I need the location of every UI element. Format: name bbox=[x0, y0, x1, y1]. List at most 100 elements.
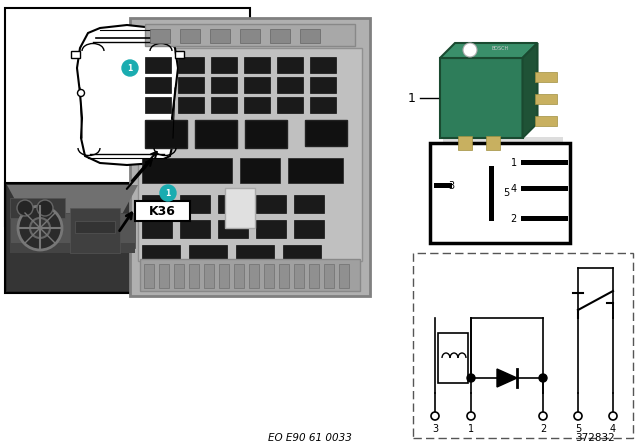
Bar bbox=[244, 77, 270, 93]
Bar bbox=[430, 143, 570, 243]
Text: 5: 5 bbox=[503, 188, 509, 198]
Bar bbox=[10, 243, 135, 253]
Bar bbox=[175, 51, 184, 58]
Bar bbox=[178, 97, 204, 113]
Bar bbox=[178, 57, 204, 73]
Bar bbox=[264, 264, 274, 288]
Text: 3: 3 bbox=[432, 424, 438, 434]
Bar bbox=[234, 264, 244, 288]
Polygon shape bbox=[440, 43, 538, 58]
Bar bbox=[159, 264, 169, 288]
Bar bbox=[130, 18, 370, 296]
Bar bbox=[521, 160, 568, 165]
Bar bbox=[434, 183, 452, 188]
Bar bbox=[189, 245, 227, 263]
Circle shape bbox=[431, 412, 439, 420]
Bar bbox=[244, 97, 270, 113]
Bar bbox=[438, 333, 468, 383]
Bar bbox=[294, 195, 324, 213]
Bar bbox=[145, 120, 187, 148]
Polygon shape bbox=[522, 43, 538, 138]
Bar bbox=[283, 245, 321, 263]
Circle shape bbox=[30, 218, 50, 238]
Bar bbox=[180, 29, 200, 43]
Bar bbox=[294, 220, 324, 238]
Circle shape bbox=[122, 60, 138, 76]
Bar bbox=[486, 136, 500, 150]
Circle shape bbox=[77, 90, 84, 96]
Bar bbox=[5, 183, 140, 293]
Circle shape bbox=[467, 412, 475, 420]
Bar bbox=[211, 77, 237, 93]
Bar bbox=[195, 120, 237, 148]
Bar bbox=[140, 259, 360, 291]
Text: 4: 4 bbox=[511, 184, 517, 194]
Bar bbox=[150, 29, 170, 43]
Bar bbox=[440, 58, 522, 138]
Bar bbox=[270, 29, 290, 43]
Bar bbox=[279, 264, 289, 288]
Bar bbox=[443, 137, 563, 143]
Circle shape bbox=[574, 412, 582, 420]
Text: 1: 1 bbox=[468, 424, 474, 434]
Bar bbox=[138, 48, 362, 261]
Circle shape bbox=[18, 206, 62, 250]
Circle shape bbox=[17, 200, 33, 216]
Bar bbox=[7, 185, 138, 291]
Text: 372832: 372832 bbox=[575, 433, 615, 443]
Bar bbox=[225, 188, 255, 228]
Bar bbox=[240, 158, 280, 183]
Text: EO E90 61 0033: EO E90 61 0033 bbox=[268, 433, 352, 443]
Circle shape bbox=[539, 412, 547, 420]
Bar bbox=[145, 24, 355, 46]
Bar bbox=[489, 166, 494, 221]
Bar bbox=[458, 136, 472, 150]
Bar bbox=[310, 77, 336, 93]
Bar bbox=[256, 195, 286, 213]
Bar bbox=[180, 220, 210, 238]
Circle shape bbox=[467, 374, 475, 382]
Polygon shape bbox=[7, 185, 138, 218]
Text: 4: 4 bbox=[610, 424, 616, 434]
Bar bbox=[413, 253, 633, 438]
Bar bbox=[180, 195, 210, 213]
Bar bbox=[534, 116, 557, 126]
Bar bbox=[300, 29, 320, 43]
Text: 1: 1 bbox=[511, 158, 517, 168]
Text: 2: 2 bbox=[511, 214, 517, 224]
Bar bbox=[277, 97, 303, 113]
Text: BOSCH: BOSCH bbox=[492, 46, 509, 51]
Bar bbox=[174, 264, 184, 288]
Bar bbox=[204, 264, 214, 288]
Polygon shape bbox=[497, 369, 517, 387]
Bar bbox=[305, 120, 347, 146]
Text: K36: K36 bbox=[148, 204, 175, 217]
Bar bbox=[521, 186, 568, 191]
Bar bbox=[144, 264, 154, 288]
Circle shape bbox=[463, 43, 477, 57]
Bar bbox=[142, 195, 172, 213]
Text: 2: 2 bbox=[540, 424, 546, 434]
Bar bbox=[178, 77, 204, 93]
Bar bbox=[71, 51, 80, 58]
Bar bbox=[219, 264, 229, 288]
Bar bbox=[189, 264, 199, 288]
Text: 1: 1 bbox=[127, 64, 132, 73]
Bar bbox=[236, 245, 274, 263]
Bar bbox=[142, 220, 172, 238]
Bar bbox=[5, 8, 250, 226]
Circle shape bbox=[160, 185, 176, 201]
Text: 3: 3 bbox=[448, 181, 454, 191]
Bar bbox=[521, 216, 568, 221]
Circle shape bbox=[539, 374, 547, 382]
Bar bbox=[534, 94, 557, 104]
Bar bbox=[210, 29, 230, 43]
Circle shape bbox=[37, 200, 53, 216]
Bar bbox=[277, 77, 303, 93]
Text: 1: 1 bbox=[165, 189, 171, 198]
Bar bbox=[294, 264, 304, 288]
Bar bbox=[75, 221, 115, 233]
Text: 1: 1 bbox=[408, 91, 416, 104]
Bar bbox=[240, 29, 260, 43]
Bar bbox=[249, 264, 259, 288]
